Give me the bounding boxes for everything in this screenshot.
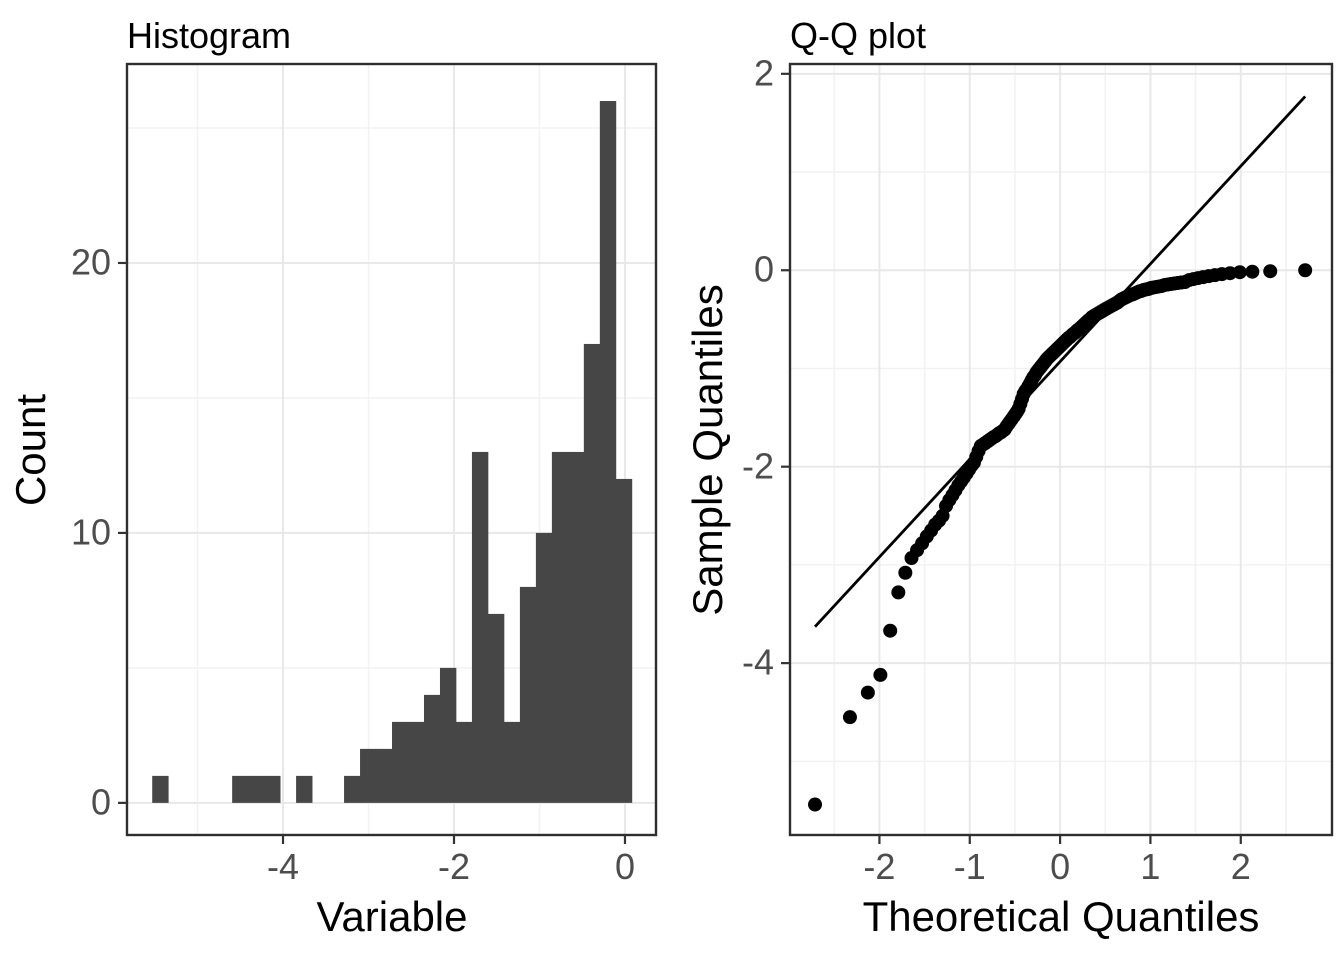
histogram-bar: [423, 694, 441, 803]
qq-point: [1263, 264, 1278, 279]
qq-reference-line: [813, 95, 1307, 628]
histogram-bar: [503, 721, 521, 803]
qq-point: [842, 710, 857, 725]
histogram-bar: [376, 748, 393, 803]
x-tick-label: -4: [267, 846, 300, 887]
histogram-bar: [439, 667, 457, 803]
qq-y-axis-title: Sample Quantiles: [684, 284, 731, 616]
histogram-bar: [487, 613, 505, 803]
qq-point: [891, 585, 906, 600]
histogram-bar: [344, 775, 361, 803]
histogram-bar: [264, 775, 281, 803]
histogram-y-axis-title: Count: [7, 393, 54, 507]
x-tick-label: -2: [437, 846, 470, 887]
histogram-x-axis-title: Variable: [316, 893, 468, 940]
histogram-bar: [535, 532, 553, 803]
histogram-bar: [392, 721, 409, 803]
qq-point: [1298, 263, 1313, 278]
qq-point: [873, 667, 888, 682]
qq-point: [1232, 265, 1247, 280]
qq-point: [860, 685, 875, 700]
histogram-bar: [615, 478, 633, 803]
histogram-bars: [152, 100, 633, 803]
x-tick-label: 2: [1230, 846, 1251, 887]
histogram-bar: [519, 586, 537, 803]
qq-x-axis-title: Theoretical Quantiles: [862, 893, 1260, 940]
y-tick-label: 2: [753, 52, 774, 94]
histogram-bar: [471, 451, 489, 803]
qq-panel: [781, 62, 1334, 844]
histogram-bar: [152, 775, 169, 803]
x-tick-label: 0: [1050, 846, 1071, 887]
histogram-bar: [583, 343, 601, 803]
histogram-bar: [455, 721, 473, 803]
x-tick-label: 0: [614, 846, 635, 887]
x-tick-label: -2: [863, 846, 896, 887]
histogram-bar: [599, 100, 617, 803]
x-tick-label: -1: [953, 846, 986, 887]
y-tick-label: 0: [753, 248, 774, 290]
qq-point: [808, 797, 823, 812]
histogram-bar: [232, 775, 249, 803]
y-tick-label: 0: [90, 781, 111, 823]
y-tick-label: -4: [741, 641, 774, 683]
qq-point: [883, 623, 898, 638]
qq-point: [1245, 264, 1260, 279]
gridlines: [790, 64, 1332, 835]
axis-ticks: [781, 72, 1242, 844]
axis-ticks: [118, 261, 627, 844]
panel-border: [125, 62, 658, 837]
qq-plot-title: Q-Q plot: [790, 15, 927, 56]
histogram-bar: [567, 451, 585, 803]
histogram-bar: [296, 775, 313, 803]
histogram-panel: [118, 62, 658, 844]
y-tick-label: 20: [70, 241, 111, 283]
histogram-bar: [407, 721, 425, 803]
x-tick-label: 1: [1140, 846, 1161, 887]
y-tick-label: -2: [741, 444, 774, 486]
histogram-bar: [248, 775, 265, 803]
histogram-title: Histogram: [127, 15, 292, 56]
qq-point: [898, 565, 913, 580]
histogram-bar: [551, 451, 569, 803]
histogram-bar: [360, 748, 377, 803]
y-tick-label: 10: [70, 511, 111, 553]
qq-points: [808, 263, 1313, 812]
